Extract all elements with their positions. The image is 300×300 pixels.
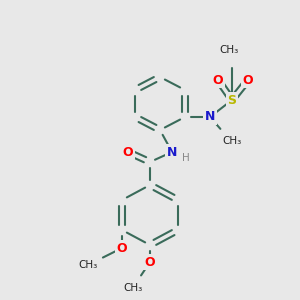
Text: N: N <box>205 110 215 124</box>
Text: O: O <box>213 74 223 86</box>
Text: O: O <box>123 146 133 158</box>
Text: O: O <box>145 256 155 268</box>
Text: O: O <box>117 242 127 254</box>
Text: CH₃: CH₃ <box>222 136 242 146</box>
Text: CH₃: CH₃ <box>219 45 238 55</box>
Text: O: O <box>243 74 253 86</box>
Text: N: N <box>167 146 177 158</box>
Text: CH₃: CH₃ <box>78 260 98 270</box>
Text: H: H <box>182 153 190 163</box>
Text: S: S <box>227 94 236 106</box>
Text: CH₃: CH₃ <box>123 283 142 293</box>
